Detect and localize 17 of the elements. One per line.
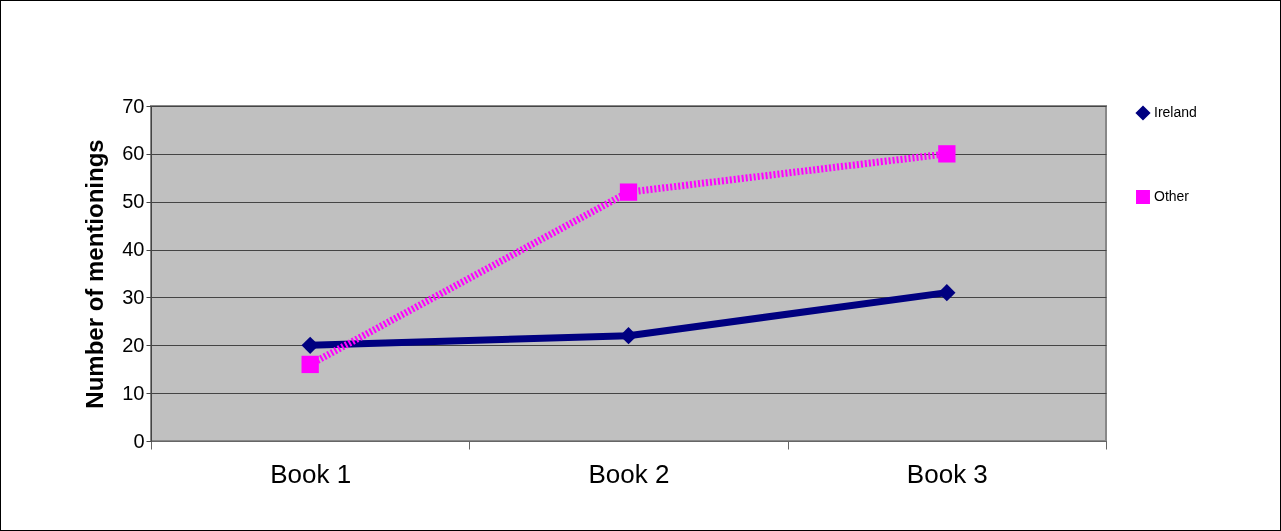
y-tick-label: 30: [122, 285, 145, 308]
y-tick-label: 60: [122, 142, 145, 165]
point: [938, 145, 956, 163]
y-axis-title: Number of mentionings: [81, 139, 109, 409]
x-tick-label: Book 1: [270, 458, 352, 489]
y-tick-label: 10: [122, 381, 145, 404]
y-tick-label: 50: [122, 190, 145, 213]
x-tick-label: Book 3: [906, 458, 988, 489]
x-tick-label: Book 2: [588, 458, 670, 489]
y-tick-label: 20: [122, 333, 145, 356]
legend-label: Other: [1154, 188, 1190, 204]
y-tick-label: 70: [122, 94, 145, 117]
y-tick-label: 40: [122, 238, 145, 261]
point: [301, 355, 319, 374]
y-tick-label: 0: [133, 429, 145, 452]
legend-label: Ireland: [1154, 104, 1197, 120]
point: [619, 183, 638, 201]
